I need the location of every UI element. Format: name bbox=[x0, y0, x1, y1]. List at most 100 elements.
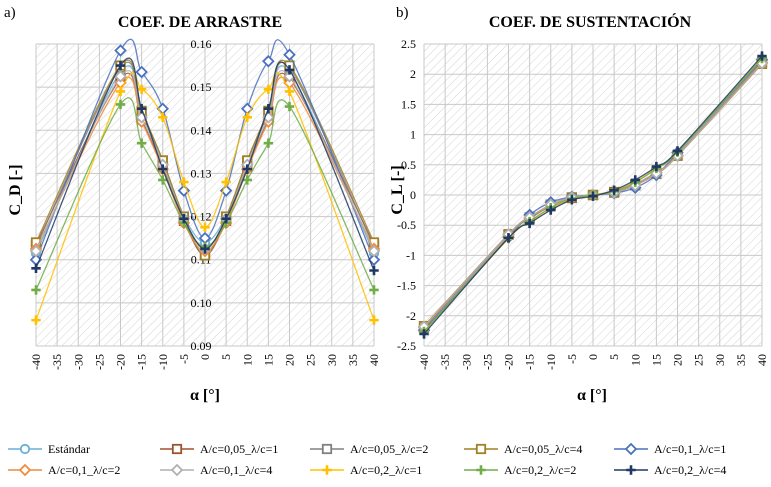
drag-data-point bbox=[263, 138, 274, 148]
drag-x-tick-label: -15 bbox=[135, 354, 149, 370]
lift-x-tick-label: 0 bbox=[586, 354, 600, 360]
drag-data-point bbox=[367, 244, 381, 258]
drag-data-point bbox=[221, 177, 231, 187]
lift-data-point bbox=[567, 195, 577, 205]
lift-data-point bbox=[757, 51, 767, 61]
lift-y-tick-label: -1.5 bbox=[397, 279, 416, 293]
lift-x-tick-label: 30 bbox=[713, 354, 727, 366]
lift-x-tick-label: 5 bbox=[607, 354, 621, 360]
drag-x-tick-label: -10 bbox=[156, 354, 170, 370]
lift-data-point bbox=[419, 329, 429, 339]
drag-data-point bbox=[114, 44, 127, 57]
lift-chart-title: COEF. DE SUSTENTACIÓN bbox=[489, 12, 692, 31]
lift-series bbox=[419, 51, 767, 339]
drag-x-tick-label: -20 bbox=[114, 354, 128, 370]
drag-data-point bbox=[284, 86, 295, 97]
lift-x-tick-label: 20 bbox=[671, 354, 685, 366]
legend-entry: Estándar bbox=[8, 442, 90, 456]
drag-x-tick-label: 10 bbox=[240, 354, 254, 366]
drag-data-point bbox=[221, 214, 231, 224]
lift-x-tick-label: 25 bbox=[692, 354, 706, 366]
legend-entry: A/c=0,05_λ/c=1 bbox=[160, 442, 278, 456]
drag-y-axis-label: C_D [-] bbox=[7, 164, 24, 215]
drag-chart-title: COEF. DE ARRASTRE bbox=[118, 14, 282, 31]
drag-data-point bbox=[115, 86, 126, 97]
drag-data-point bbox=[158, 175, 168, 185]
drag-y-tick-label: 0.10 bbox=[191, 296, 212, 310]
lift-x-tick-label: -10 bbox=[544, 354, 558, 370]
drag-data-point bbox=[242, 175, 252, 185]
drag-x-tick-label: -30 bbox=[71, 354, 85, 370]
legend-label: A/c=0,1_λ/c=4 bbox=[200, 463, 272, 477]
drag-data-point bbox=[242, 164, 252, 174]
lift-data-point bbox=[609, 185, 619, 195]
drag-y-tick-label: 0.13 bbox=[191, 166, 212, 180]
lift-x-tick-label: 15 bbox=[649, 354, 663, 366]
lift-x-ticks: -40 -35 -30 -25 -20 -15 -10 -5 0 5 10 15 20 25 30 35 40 bbox=[417, 354, 769, 370]
drag-data-point bbox=[115, 60, 126, 71]
legend-entry: A/c=0,05_λ/c=4 bbox=[464, 442, 582, 456]
drag-series bbox=[31, 57, 379, 276]
lift-x-tick-label: -15 bbox=[523, 354, 537, 370]
drag-x-axis-label: α [°] bbox=[190, 387, 220, 404]
legend-label: A/c=0,1_λ/c=2 bbox=[48, 463, 120, 477]
lift-x-tick-label: -20 bbox=[502, 354, 516, 370]
drag-x-tick-label: 25 bbox=[304, 354, 318, 366]
legend-marker bbox=[18, 463, 32, 477]
legend-marker bbox=[626, 465, 636, 475]
lift-x-tick-label: -35 bbox=[438, 354, 452, 370]
drag-data-point bbox=[263, 84, 274, 94]
drag-series-group bbox=[29, 38, 381, 325]
drag-data-point bbox=[29, 244, 43, 258]
drag-data-point bbox=[369, 265, 379, 276]
drag-data-point bbox=[31, 263, 41, 274]
lift-y-tick-label: 0 bbox=[410, 188, 416, 202]
legend-marker bbox=[476, 465, 486, 475]
lift-x-tick-label: -5 bbox=[565, 354, 579, 364]
drag-data-point bbox=[31, 285, 41, 295]
drag-x-tick-label: 20 bbox=[283, 354, 297, 366]
drag-x-tick-label: 30 bbox=[325, 354, 339, 366]
lift-data-point bbox=[651, 161, 662, 172]
legend-marker bbox=[475, 443, 487, 455]
legend-entry: A/c=0,2_λ/c=1 bbox=[310, 463, 422, 477]
legend-label: A/c=0,2_λ/c=1 bbox=[350, 463, 422, 477]
drag-data-point bbox=[136, 104, 147, 114]
drag-y-tick-label: 0.14 bbox=[191, 123, 212, 137]
drag-data-point bbox=[283, 48, 296, 62]
lift-y-tick-label: -2.5 bbox=[397, 339, 416, 353]
lift-x-tick-label: -40 bbox=[417, 354, 431, 370]
legend-label: Estándar bbox=[48, 442, 90, 456]
drag-x-tick-label: 0 bbox=[198, 354, 212, 360]
lift-y-tick-label: -1 bbox=[406, 248, 416, 262]
legend-entry: A/c=0,1_λ/c=1 bbox=[614, 442, 726, 456]
drag-data-point bbox=[179, 214, 189, 224]
lift-data-point bbox=[546, 205, 556, 215]
legend-label: A/c=0,2_λ/c=4 bbox=[654, 463, 726, 477]
lift-chart-panel: b) COEF. DE SUSTENTACIÓN -2.5 -2 -1.5 -1 -0.… bbox=[389, 5, 769, 404]
legend-label: A/c=0,2_λ/c=2 bbox=[504, 463, 576, 477]
legend-entry: A/c=0,1_λ/c=4 bbox=[160, 463, 272, 477]
legend: Estándar A/c=0,05_λ/c=1 A/c=0,05_λ/c=2 A/c=… bbox=[8, 442, 726, 477]
drag-data-point bbox=[262, 54, 275, 68]
legend-entry: A/c=0,1_λ/c=2 bbox=[8, 463, 120, 477]
drag-data-point bbox=[31, 315, 41, 325]
drag-data-point bbox=[284, 101, 295, 112]
drag-data-point bbox=[135, 65, 148, 79]
legend-marker bbox=[321, 443, 333, 455]
lift-y-ticks: -2.5 -2 -1.5 -1 -0.5 0 0.5 1 1.5 2 2.5 bbox=[397, 37, 416, 353]
legend-marker bbox=[624, 442, 638, 456]
drag-data-point bbox=[158, 164, 168, 174]
drag-x-tick-label: -40 bbox=[29, 354, 43, 370]
legend-entry: A/c=0,05_λ/c=2 bbox=[310, 442, 428, 456]
drag-data-point bbox=[369, 315, 379, 325]
drag-x-tick-label: 15 bbox=[261, 354, 275, 366]
legend-label: A/c=0,05_λ/c=1 bbox=[200, 442, 278, 456]
panel-b-tag: b) bbox=[396, 5, 409, 21]
lift-x-tick-label: -25 bbox=[480, 354, 494, 370]
lift-data-point bbox=[588, 191, 598, 201]
drag-x-tick-label: -5 bbox=[177, 354, 191, 364]
lift-data-point bbox=[503, 233, 514, 243]
lift-y-tick-label: 2 bbox=[410, 67, 416, 81]
lift-y-tick-label: 1 bbox=[410, 128, 416, 142]
